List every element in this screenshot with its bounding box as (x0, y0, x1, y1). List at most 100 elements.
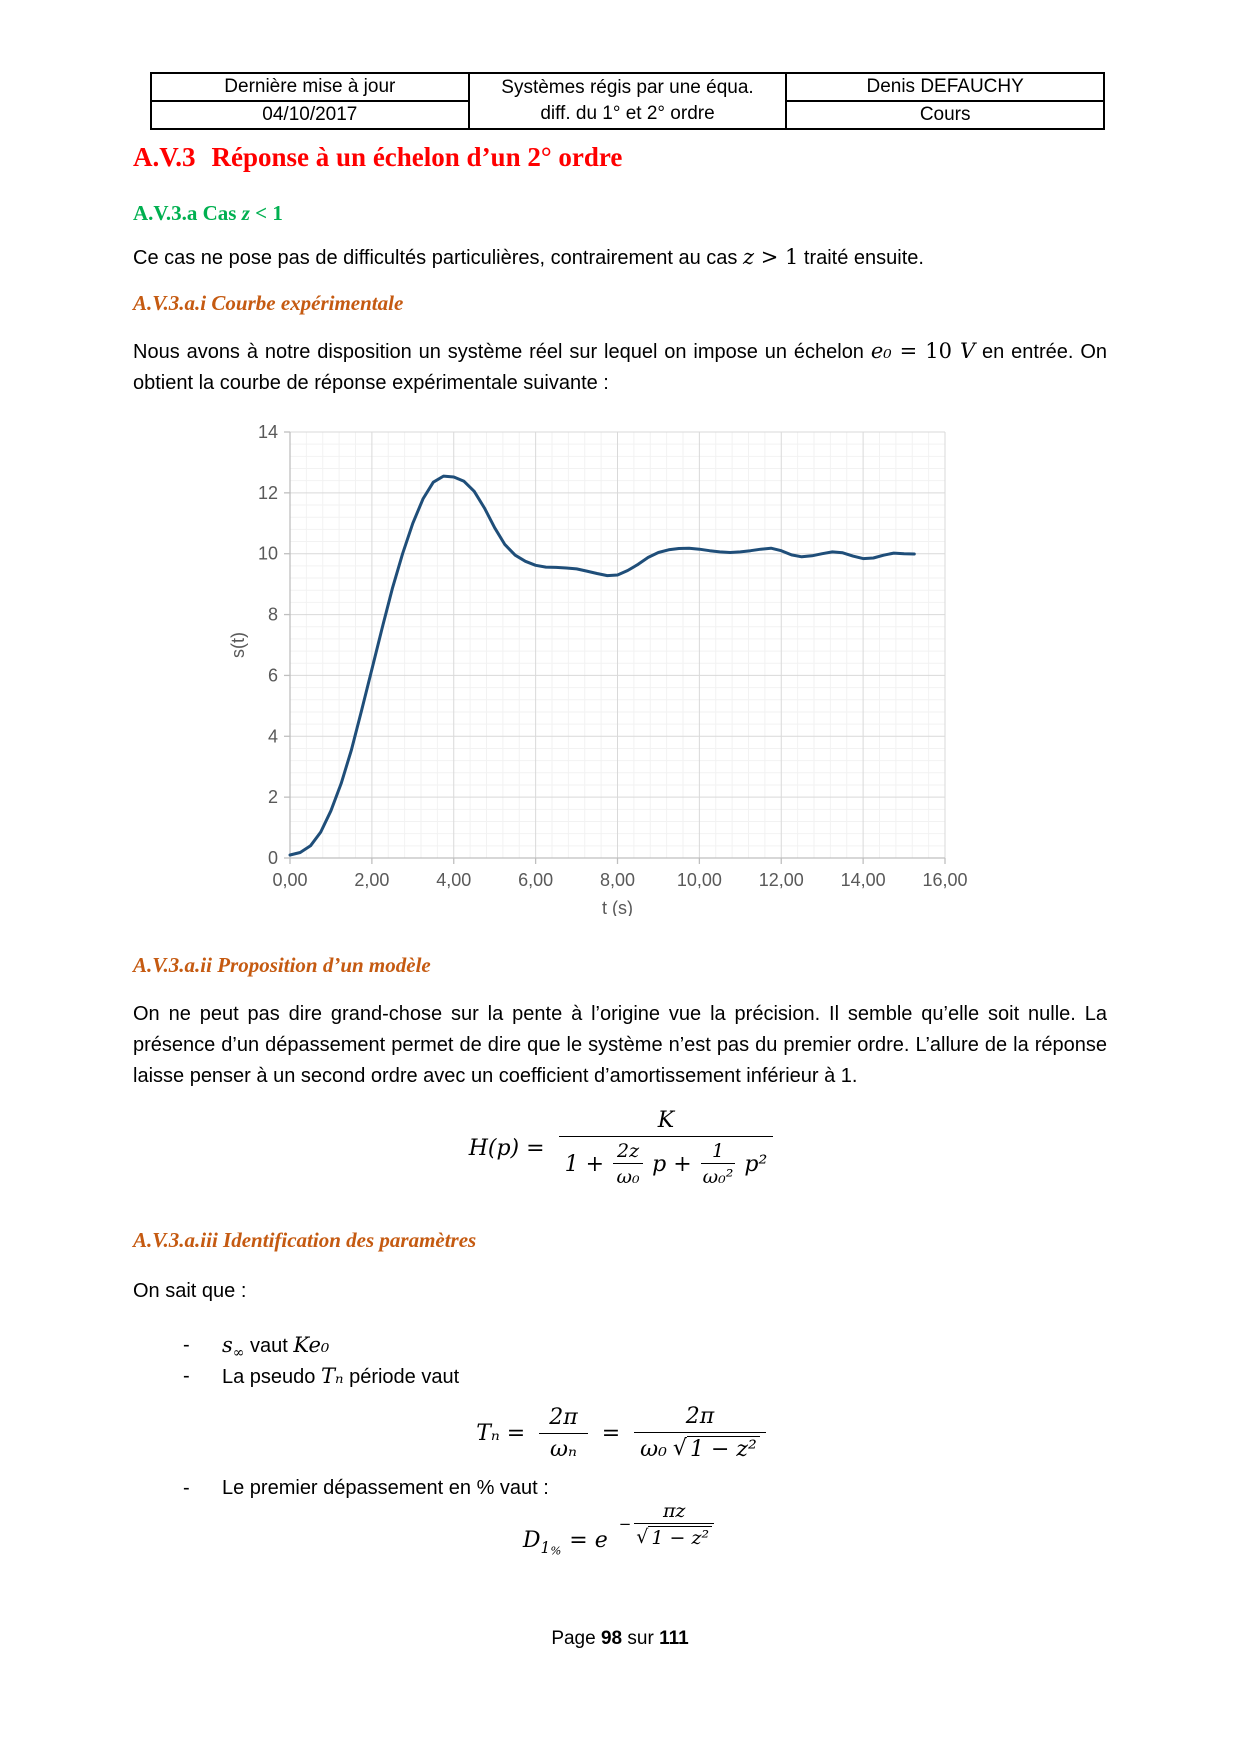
p2-text-end: en entrée. On obtient la courbe de répon… (133, 341, 1107, 394)
formula-hp-f2d: ω₀² (702, 1166, 734, 1188)
x-tick-label: 6,00 (518, 870, 553, 890)
footer-total-pages: 111 (659, 1628, 689, 1649)
x-tick-label: 0,00 (272, 870, 307, 890)
bullet-dash: - (183, 1365, 190, 1387)
response-curve (288, 474, 916, 857)
b2-post: période vaut (343, 1366, 460, 1388)
subsection-a-var: z (241, 201, 250, 225)
formula-first-overshoot: D 1% = e − πz √ 1 − z² (133, 1500, 1107, 1578)
formula-hp-lhs: H(p) = (468, 1135, 545, 1161)
paragraph-experiment: Nous avons à notre disposition un systèm… (133, 336, 1107, 399)
x-tick-label: 4,00 (436, 870, 471, 890)
header-author-cell: Denis DEFAUCHY (785, 72, 1105, 102)
update-label: Dernière mise à jour (224, 76, 396, 97)
page-footer: Page 98 sur 111 (0, 1628, 1240, 1650)
axes (284, 431, 946, 864)
paragraph-know: On sait que : (133, 1280, 247, 1302)
subsubsection-title-ii: A.V.3.a.ii Proposition d’un modèle (133, 953, 431, 977)
formula-tn-lhs: Tₙ = (476, 1420, 526, 1446)
y-tick-label: 10 (258, 544, 278, 564)
step-response-chart: 0,00 2,00 4,00 6,00 8,00 10,00 12,00 14,00 16,00… (228, 422, 988, 918)
d1-sub: 1 (540, 1538, 551, 1557)
x-tick-label: 12,00 (759, 870, 804, 890)
sqrt-radicand: 1 − z² (648, 1525, 713, 1549)
list-item-period: - La pseudo Tₙ période vaut (183, 1361, 1107, 1393)
formula-hp-f1d: ω₀ (616, 1166, 640, 1188)
y-tick-label: 0 (268, 848, 278, 868)
p1-math-z: z (742, 245, 755, 269)
chart-canvas: 0,00 2,00 4,00 6,00 8,00 10,00 12,00 14,00 16,00… (228, 422, 968, 918)
formula-hp-innerfrac2: 1 ω₀² (700, 1140, 736, 1188)
formula-d1-sqrt: √ 1 − z² (636, 1525, 713, 1549)
y-tick-label: 2 (268, 787, 278, 807)
bullet-2-text: La pseudo Tₙ période vaut (222, 1361, 459, 1393)
formula-hp-denominator: 1 + 2z ω₀ p + 1 ω₀² p² (559, 1137, 774, 1188)
sqrt-radicand: 1 − z² (686, 1436, 760, 1462)
y-tick-label: 4 (268, 726, 278, 746)
formula-tn-f2d: ω₀ √ 1 − z² (634, 1433, 766, 1462)
tick-labels: 0,00 2,00 4,00 6,00 8,00 10,00 12,00 14,00 16,00… (258, 422, 968, 890)
formula-tn-f1n: 2π (539, 1405, 588, 1434)
formula-hp-d3: p² (744, 1151, 768, 1177)
formula-hp-innerfrac1: 2z ω₀ (613, 1140, 644, 1188)
formula-hp-numerator: K (558, 1108, 774, 1137)
x-tick-label: 2,00 (354, 870, 389, 890)
b1-s: s (222, 1333, 233, 1357)
p1-text-end: traité ensuite. (798, 247, 924, 269)
formula-d1-eq: = e (569, 1527, 608, 1553)
formula-d1-exponent: − πz √ 1 − z² (619, 1500, 717, 1549)
y-tick-label: 12 (258, 483, 278, 503)
d1-subsub: % (550, 1543, 562, 1558)
x-axis-title: t (s) (602, 898, 633, 916)
header-date-cell: 04/10/2017 (150, 100, 470, 130)
section-number: A.V.3 (133, 142, 196, 172)
footer-middle: sur (622, 1628, 660, 1649)
p1-math-rel: > 1 (754, 245, 799, 269)
formula-tn-frac1: 2π ωₙ (539, 1405, 588, 1462)
formula-d1-base: D (522, 1527, 541, 1553)
formula-hp-f2n: 1 (700, 1140, 736, 1164)
subsection-a-label: A.V.3.a Cas (133, 201, 242, 225)
y-axis-title: s(t) (228, 632, 248, 658)
d1-exp-num: πz (634, 1500, 715, 1524)
formula-hp-fraction: K 1 + 2z ω₀ p + 1 ω₀² p² (558, 1108, 774, 1188)
subsection-a-cond: < 1 (249, 201, 283, 225)
b2-pre: La pseudo (222, 1366, 321, 1388)
subsubsection-title-iii: A.V.3.a.iii Identification des paramètre… (133, 1228, 477, 1252)
p1-text: Ce cas ne pose pas de difficultés partic… (133, 247, 743, 269)
bullet-3-text: Le premier dépassement en % vaut : (222, 1477, 549, 1499)
update-date: 04/10/2017 (262, 104, 358, 125)
list-item-sinf: - s∞ vaut Ke₀ (183, 1330, 1107, 1369)
paragraph-model: On ne peut pas dire grand-chose sur la p… (133, 1003, 1107, 1087)
formula-tn-f2n: 2π (634, 1404, 766, 1433)
y-tick-label: 8 (268, 605, 278, 625)
header-update-label-cell: Dernière mise à jour (150, 72, 470, 102)
author-name: Denis DEFAUCHY (866, 76, 1024, 97)
footer-page-number: 98 (600, 1628, 623, 1649)
subsection-title-a: A.V.3.a Cas z < 1 (133, 201, 283, 226)
subsubsection-title-i: A.V.3.a.i Courbe expérimentale (133, 291, 404, 315)
p2-math-eq: = 10 (891, 339, 960, 363)
y-tick-label: 14 (258, 424, 278, 442)
sqrt-sign: √ (672, 1436, 687, 1461)
course-title-line2: diff. du 1° et 2° ordre (540, 103, 715, 124)
formula-transfer-function: H(p) = K 1 + 2z ω₀ p + 1 ω₀² p² (133, 1100, 1107, 1196)
header-table: Dernière mise à jour Systèmes régis par … (150, 72, 1105, 130)
formula-tn-frac2: 2π ω₀ √ 1 − z² (634, 1404, 766, 1462)
list-item-overshoot: - Le premier dépassement en % vaut : (183, 1473, 1107, 1504)
x-tick-label: 16,00 (922, 870, 967, 890)
formula-hp-d2: p + (652, 1151, 692, 1177)
b1-mid: vaut (244, 1335, 294, 1357)
b2-tn: Tₙ (320, 1364, 344, 1388)
bullet-1-text: s∞ vaut Ke₀ (222, 1330, 329, 1369)
d1-exp-den: √ 1 − z² (634, 1524, 714, 1549)
y-tick-label: 6 (268, 665, 278, 685)
major-gridlines (290, 431, 946, 858)
header-course-cell: Systèmes régis par une équa. diff. du 1°… (467, 72, 788, 130)
header-doctype-cell: Cours (785, 100, 1105, 130)
bullet-dash: - (183, 1334, 190, 1356)
sqrt-sign: √ (636, 1525, 649, 1548)
x-tick-label: 8,00 (600, 870, 635, 890)
p2-text: Nous avons à notre disposition un systèm… (133, 341, 871, 363)
x-tick-label: 10,00 (677, 870, 722, 890)
